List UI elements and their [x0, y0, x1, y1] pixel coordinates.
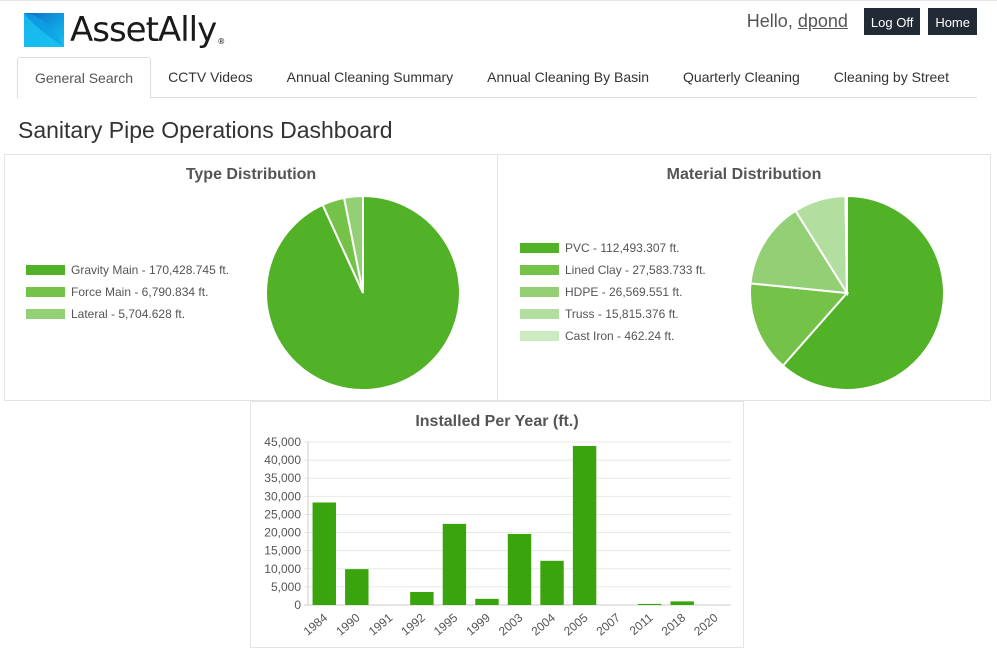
legend-label: Lined Clay - 27,583.733 ft.	[565, 263, 706, 277]
chart-legend: PVC - 112,493.307 ft. Lined Clay - 27,583…	[520, 237, 706, 347]
bar[interactable]	[507, 534, 532, 605]
x-tick-label: 1995	[431, 610, 461, 638]
y-tick-label: 0	[294, 598, 301, 612]
x-tick-label: 2007	[594, 610, 624, 638]
top-border	[0, 0, 997, 1]
user-area: Hello, dpond Log Off Home	[747, 8, 977, 35]
x-tick-label: 2005	[561, 610, 591, 638]
type-pie-chart	[265, 194, 461, 391]
legend-swatch	[520, 265, 559, 275]
legend-swatch	[520, 287, 559, 297]
tab-quarterly-cleaning[interactable]: Quarterly Cleaning	[683, 69, 800, 85]
home-button[interactable]: Home	[928, 8, 977, 35]
tab-bar: General Search CCTV Videos Annual Cleani…	[17, 57, 977, 99]
tab-annual-cleaning-summary[interactable]: Annual Cleaning Summary	[286, 69, 454, 85]
pie-slice[interactable]	[342, 194, 364, 294]
legend-item[interactable]: Gravity Main - 170,428.745 ft.	[26, 259, 229, 281]
log-off-button[interactable]: Log Off	[863, 8, 921, 35]
legend-swatch	[26, 265, 65, 275]
username-link[interactable]: dpond	[797, 11, 848, 31]
bar[interactable]	[670, 601, 694, 605]
x-tick-label: 1991	[366, 610, 396, 638]
logo[interactable]: AssetAlly ®	[24, 10, 225, 50]
x-tick-label: 2020	[691, 610, 721, 638]
y-tick-label: 5,000	[271, 580, 301, 594]
y-tick-label: 20,000	[264, 526, 301, 540]
legend-swatch	[26, 287, 65, 297]
type-distribution-panel: Type Distribution Gravity Main - 170,428…	[4, 154, 498, 401]
x-tick-label: 2003	[496, 610, 526, 638]
y-tick-label: 45,000	[264, 435, 301, 449]
logo-text: AssetAlly ®	[70, 10, 225, 50]
legend-label: PVC - 112,493.307 ft.	[565, 241, 680, 255]
legend-item[interactable]: Force Main - 6,790.834 ft.	[26, 281, 229, 303]
x-tick-label: 2011	[627, 610, 656, 638]
material-distribution-panel: Material Distribution PVC - 112,493.307 …	[497, 154, 991, 401]
x-tick-label: 1984	[301, 610, 331, 638]
legend-label: Cast Iron - 462.24 ft.	[565, 329, 675, 343]
material-pie-chart	[749, 194, 945, 391]
legend-item[interactable]: HDPE - 26,569.551 ft.	[520, 281, 706, 303]
chart-title: Type Distribution	[185, 166, 317, 183]
legend-item[interactable]: Truss - 15,815.376 ft.	[520, 303, 706, 325]
page-title: Sanitary Pipe Operations Dashboard	[18, 117, 393, 143]
bar[interactable]	[637, 603, 662, 605]
tab-cctv-videos[interactable]: CCTV Videos	[168, 69, 253, 85]
chart-title: Material Distribution	[666, 166, 822, 183]
bar[interactable]	[312, 502, 336, 605]
legend-item[interactable]: PVC - 112,493.307 ft.	[520, 237, 706, 259]
x-tick-label: 1990	[333, 610, 363, 638]
legend-label: HDPE - 26,569.551 ft.	[565, 285, 683, 299]
y-tick-label: 40,000	[264, 453, 301, 467]
legend-item[interactable]: Lined Clay - 27,583.733 ft.	[520, 259, 706, 281]
installed-per-year-panel: Installed Per Year (ft.) 0 5,000 10,000 15,…	[250, 401, 744, 648]
tab-general-search[interactable]: General Search	[17, 57, 152, 99]
legend-swatch	[26, 309, 65, 319]
legend-label: Force Main - 6,790.834 ft.	[71, 285, 209, 299]
legend-swatch	[520, 243, 559, 253]
y-tick-label: 30,000	[264, 489, 301, 503]
y-tick-label: 25,000	[264, 507, 301, 521]
x-tick-label: 2004	[529, 610, 559, 638]
legend-label: Lateral - 5,704.628 ft.	[71, 307, 186, 321]
pie-slice[interactable]	[781, 194, 945, 391]
pie-slice[interactable]	[749, 282, 850, 368]
x-tick-label: 2018	[659, 610, 689, 638]
x-tick-label: 1999	[463, 610, 493, 638]
tab-cleaning-by-street[interactable]: Cleaning by Street	[833, 69, 949, 85]
installed-bar-chart: 0 5,000 10,000 15,000 20,000 25,000 30,000 35,0…	[264, 435, 731, 638]
bar[interactable]	[442, 523, 467, 605]
bar[interactable]	[345, 569, 369, 605]
legend-item[interactable]: Cast Iron - 462.24 ft.	[520, 325, 706, 347]
legend-swatch	[520, 309, 559, 319]
bar[interactable]	[475, 598, 499, 605]
greeting: Hello, dpond	[746, 11, 848, 31]
logo-mark-icon	[24, 13, 64, 47]
y-tick-label: 15,000	[264, 544, 301, 558]
legend-label: Gravity Main - 170,428.745 ft.	[71, 263, 230, 277]
pie-slice[interactable]	[749, 209, 849, 295]
bar[interactable]	[410, 591, 434, 605]
chart-title: Installed Per Year (ft.)	[415, 413, 579, 430]
bar[interactable]	[572, 445, 597, 605]
legend-label: Truss - 15,815.376 ft.	[565, 307, 679, 321]
chart-legend: Gravity Main - 170,428.745 ft. Force Main…	[26, 259, 229, 325]
y-tick-label: 10,000	[264, 562, 301, 576]
legend-swatch	[520, 331, 559, 341]
bar[interactable]	[540, 560, 564, 605]
tab-annual-cleaning-by-basin[interactable]: Annual Cleaning By Basin	[487, 69, 650, 85]
pie-slice[interactable]	[844, 194, 848, 294]
legend-item[interactable]: Lateral - 5,704.628 ft.	[26, 303, 229, 325]
x-tick-label: 1992	[398, 610, 428, 638]
y-tick-label: 35,000	[264, 471, 301, 485]
